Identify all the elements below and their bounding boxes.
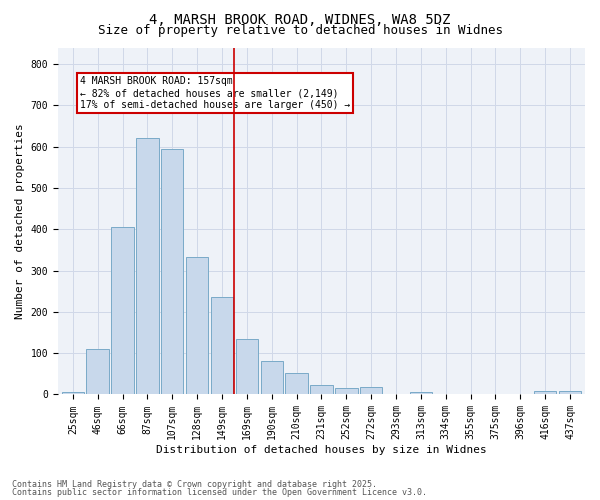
Y-axis label: Number of detached properties: Number of detached properties bbox=[15, 123, 25, 319]
Bar bbox=[86, 349, 109, 395]
Text: 4 MARSH BROOK ROAD: 157sqm
← 82% of detached houses are smaller (2,149)
17% of s: 4 MARSH BROOK ROAD: 157sqm ← 82% of deta… bbox=[80, 76, 350, 110]
Bar bbox=[310, 386, 332, 394]
Bar bbox=[286, 373, 308, 394]
Bar bbox=[260, 362, 283, 394]
X-axis label: Distribution of detached houses by size in Widnes: Distribution of detached houses by size … bbox=[156, 445, 487, 455]
Bar bbox=[186, 257, 208, 394]
Bar bbox=[236, 338, 258, 394]
Bar bbox=[559, 391, 581, 394]
Text: Contains HM Land Registry data © Crown copyright and database right 2025.: Contains HM Land Registry data © Crown c… bbox=[12, 480, 377, 489]
Bar bbox=[410, 392, 432, 394]
Bar bbox=[161, 148, 184, 394]
Bar bbox=[211, 298, 233, 394]
Text: 4, MARSH BROOK ROAD, WIDNES, WA8 5DZ: 4, MARSH BROOK ROAD, WIDNES, WA8 5DZ bbox=[149, 12, 451, 26]
Bar bbox=[136, 138, 158, 394]
Bar bbox=[534, 391, 556, 394]
Bar bbox=[335, 388, 358, 394]
Bar bbox=[360, 387, 382, 394]
Text: Size of property relative to detached houses in Widnes: Size of property relative to detached ho… bbox=[97, 24, 503, 37]
Text: Contains public sector information licensed under the Open Government Licence v3: Contains public sector information licen… bbox=[12, 488, 427, 497]
Bar bbox=[112, 227, 134, 394]
Bar bbox=[62, 392, 84, 394]
